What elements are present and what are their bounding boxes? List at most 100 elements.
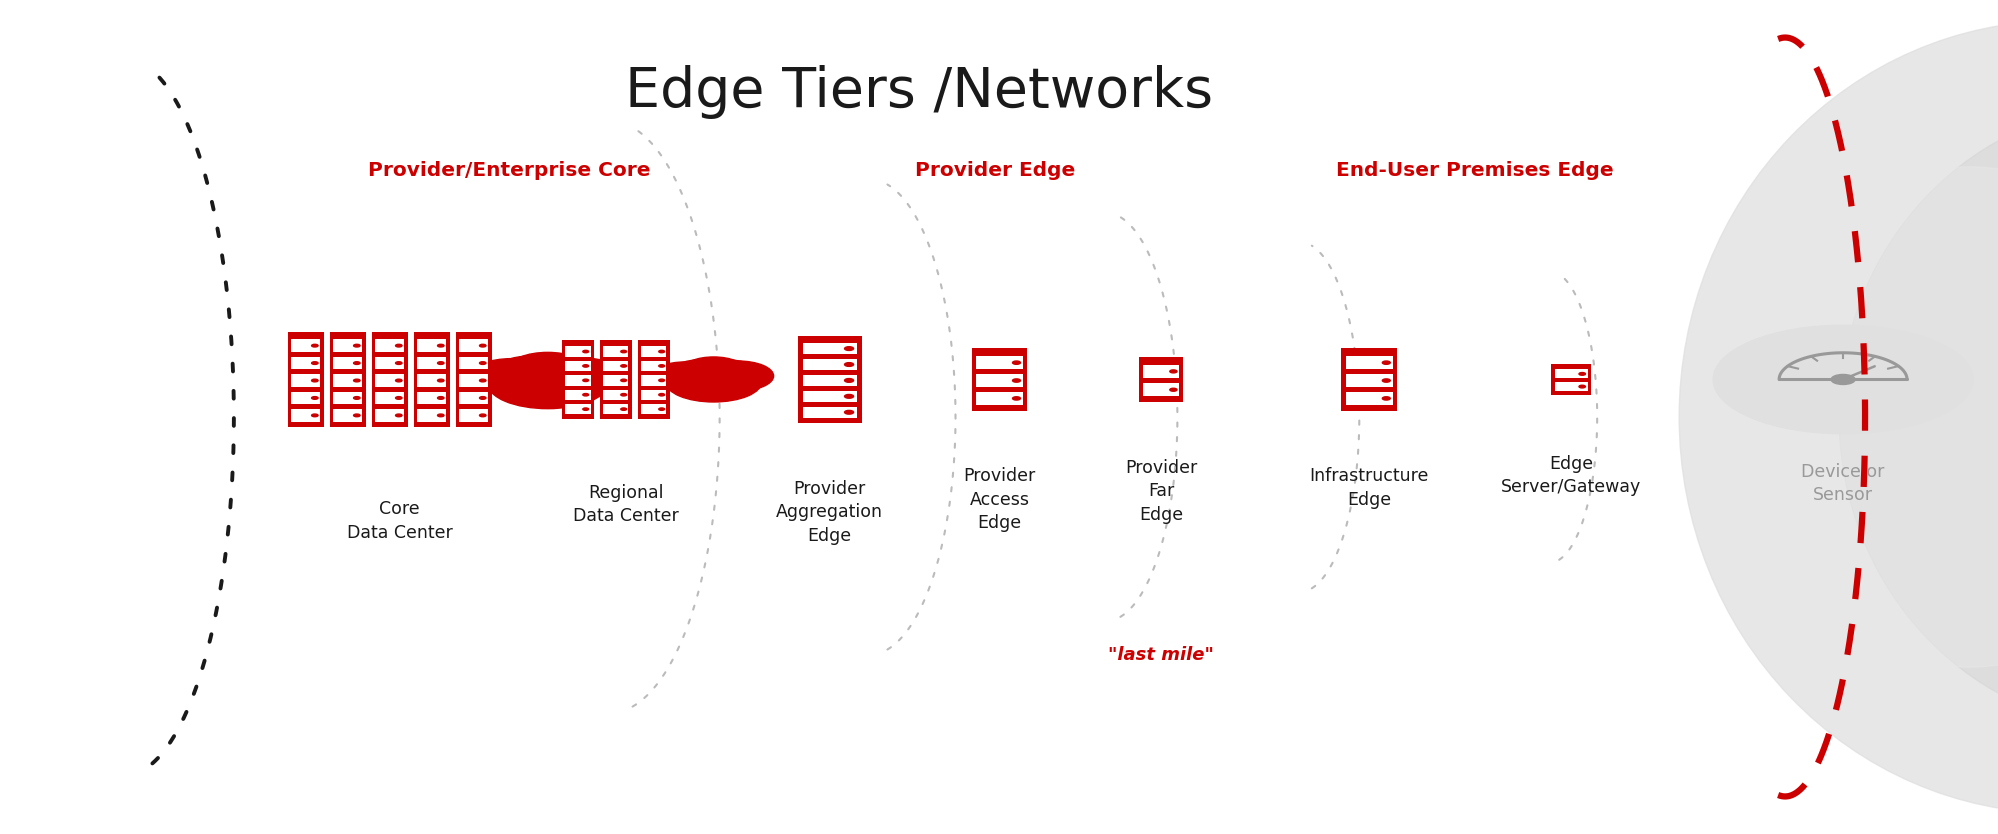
Text: "last mile": "last mile"	[1109, 646, 1213, 664]
Circle shape	[845, 394, 853, 398]
Circle shape	[665, 362, 761, 402]
Circle shape	[354, 379, 360, 382]
FancyBboxPatch shape	[565, 375, 589, 385]
FancyBboxPatch shape	[565, 346, 589, 357]
Circle shape	[396, 414, 402, 417]
FancyBboxPatch shape	[376, 374, 404, 387]
Circle shape	[480, 414, 486, 417]
Circle shape	[1013, 379, 1019, 382]
FancyBboxPatch shape	[418, 339, 446, 352]
Circle shape	[498, 356, 563, 384]
FancyBboxPatch shape	[565, 404, 589, 414]
FancyBboxPatch shape	[292, 409, 320, 422]
FancyBboxPatch shape	[292, 392, 320, 404]
Ellipse shape	[1838, 104, 1998, 730]
Circle shape	[470, 359, 553, 394]
FancyBboxPatch shape	[1554, 369, 1586, 379]
FancyBboxPatch shape	[376, 357, 404, 369]
Circle shape	[396, 344, 402, 347]
Circle shape	[1830, 374, 1854, 384]
FancyBboxPatch shape	[460, 409, 488, 422]
FancyBboxPatch shape	[801, 374, 855, 386]
FancyBboxPatch shape	[288, 332, 324, 427]
FancyBboxPatch shape	[334, 339, 362, 352]
Circle shape	[1712, 325, 1972, 434]
Circle shape	[659, 408, 663, 410]
Circle shape	[583, 379, 587, 381]
Circle shape	[1013, 361, 1019, 364]
Circle shape	[659, 394, 663, 396]
FancyBboxPatch shape	[334, 392, 362, 404]
Circle shape	[845, 363, 853, 366]
FancyBboxPatch shape	[641, 389, 665, 400]
FancyBboxPatch shape	[975, 392, 1023, 404]
Circle shape	[438, 344, 444, 347]
Circle shape	[480, 397, 486, 399]
Circle shape	[533, 357, 623, 394]
Ellipse shape	[1678, 21, 1998, 813]
FancyBboxPatch shape	[292, 339, 320, 352]
FancyBboxPatch shape	[1139, 356, 1183, 402]
FancyBboxPatch shape	[801, 359, 855, 370]
FancyBboxPatch shape	[603, 375, 627, 385]
Text: Provider Edge: Provider Edge	[915, 162, 1075, 180]
Text: Provider/Enterprise Core: Provider/Enterprise Core	[368, 162, 651, 180]
FancyBboxPatch shape	[1143, 383, 1179, 396]
Circle shape	[531, 356, 599, 384]
FancyBboxPatch shape	[1345, 392, 1393, 404]
FancyBboxPatch shape	[1345, 356, 1393, 369]
Text: Edge Tiers /Networks: Edge Tiers /Networks	[625, 65, 1213, 118]
FancyBboxPatch shape	[801, 406, 855, 418]
FancyBboxPatch shape	[975, 356, 1023, 369]
FancyBboxPatch shape	[418, 374, 446, 387]
Circle shape	[438, 362, 444, 364]
Text: Core
Data Center: Core Data Center	[348, 500, 452, 542]
FancyBboxPatch shape	[418, 392, 446, 404]
FancyBboxPatch shape	[801, 390, 855, 402]
FancyBboxPatch shape	[460, 374, 488, 387]
FancyBboxPatch shape	[292, 374, 320, 387]
FancyBboxPatch shape	[599, 340, 631, 419]
FancyBboxPatch shape	[975, 374, 1023, 387]
Circle shape	[480, 344, 486, 347]
FancyBboxPatch shape	[1550, 364, 1590, 395]
Circle shape	[673, 360, 725, 382]
Circle shape	[621, 408, 625, 410]
Text: Device or
Sensor: Device or Sensor	[1800, 463, 1884, 505]
Circle shape	[845, 347, 853, 350]
Circle shape	[583, 350, 587, 353]
FancyBboxPatch shape	[561, 340, 593, 419]
Circle shape	[701, 361, 773, 391]
FancyBboxPatch shape	[603, 361, 627, 371]
FancyBboxPatch shape	[372, 332, 408, 427]
Circle shape	[480, 362, 486, 364]
Circle shape	[621, 379, 625, 381]
Circle shape	[1169, 370, 1177, 373]
FancyBboxPatch shape	[334, 409, 362, 422]
Circle shape	[583, 364, 587, 367]
Circle shape	[621, 394, 625, 396]
Circle shape	[354, 362, 360, 364]
Circle shape	[659, 350, 663, 353]
FancyBboxPatch shape	[292, 357, 320, 369]
Circle shape	[396, 379, 402, 382]
Circle shape	[1013, 397, 1019, 400]
FancyBboxPatch shape	[797, 336, 861, 423]
Circle shape	[659, 379, 663, 381]
Circle shape	[312, 362, 318, 364]
FancyBboxPatch shape	[641, 375, 665, 385]
FancyBboxPatch shape	[801, 343, 855, 354]
FancyBboxPatch shape	[456, 332, 492, 427]
FancyBboxPatch shape	[1143, 364, 1179, 378]
FancyBboxPatch shape	[641, 346, 665, 357]
Circle shape	[583, 394, 587, 396]
Circle shape	[1578, 373, 1584, 375]
FancyBboxPatch shape	[330, 332, 366, 427]
FancyBboxPatch shape	[603, 346, 627, 357]
FancyBboxPatch shape	[460, 357, 488, 369]
FancyBboxPatch shape	[460, 392, 488, 404]
FancyBboxPatch shape	[414, 332, 450, 427]
Circle shape	[354, 344, 360, 347]
Circle shape	[312, 344, 318, 347]
Circle shape	[1169, 389, 1177, 391]
